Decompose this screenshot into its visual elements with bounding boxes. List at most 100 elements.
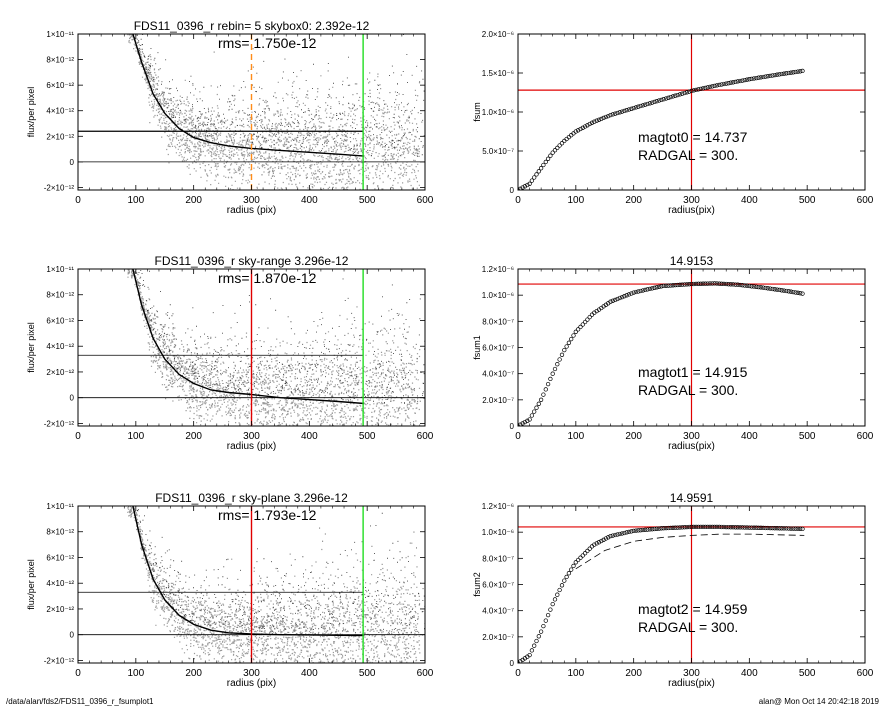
fsum-marker — [670, 283, 676, 288]
x-tick-label: 500 — [799, 668, 816, 679]
x-tick-label: 500 — [799, 431, 816, 442]
fsum-marker — [675, 525, 680, 530]
y-tick-label: -2×10⁻¹² — [44, 419, 75, 428]
fsum-marker — [728, 525, 733, 530]
fsum-marker — [522, 419, 528, 425]
fsum-marker — [601, 115, 606, 121]
scatter-points — [127, 506, 421, 663]
mag-annotation: magtot1 = 14.915 — [638, 364, 748, 380]
fsum-marker — [656, 284, 662, 289]
fsum-marker — [742, 77, 747, 83]
fsum-marker — [624, 108, 629, 113]
fsum-marker — [610, 298, 615, 303]
fsum-marker — [724, 81, 729, 86]
fsum-marker — [777, 287, 782, 293]
fsum-marker — [698, 281, 703, 286]
x-tick-label: 200 — [625, 195, 642, 206]
x-tick-label: 500 — [799, 195, 816, 206]
scatter-points — [127, 34, 421, 190]
panel-title: 14.9591 — [670, 491, 714, 505]
fsum-marker — [640, 527, 646, 533]
fsum-marker — [761, 74, 766, 80]
plot-area-right-2 — [518, 269, 865, 426]
fsum-marker — [603, 114, 609, 120]
fsum-marker — [564, 136, 569, 142]
fsum-marker — [684, 524, 690, 530]
panel-title: FDS11_0396_r rebin= 5 skybox0: 2.392e-12 — [134, 19, 370, 33]
fsum-marker — [758, 75, 764, 80]
x-tick-label: 0 — [515, 431, 521, 442]
fsum-marker — [548, 607, 553, 612]
fsum-marker — [527, 417, 532, 422]
y-tick-label: 6×10⁻¹² — [46, 81, 74, 90]
x-tick-label: 400 — [301, 668, 318, 679]
fsum-marker — [578, 324, 583, 330]
x-tick-label: 200 — [625, 668, 642, 679]
x-tick-label: 400 — [741, 431, 758, 442]
fsum-marker — [712, 281, 717, 286]
fsum-marker — [520, 185, 525, 190]
fsum-marker — [622, 108, 627, 114]
fsum-marker — [571, 563, 576, 569]
fsum-marker — [656, 526, 662, 531]
panel-left-2: 0 100 200 300 400 500 600 1×10⁻¹¹ 8×10⁻¹² 6×10⁻¹²… — [26, 254, 434, 452]
fsum-marker — [749, 525, 754, 530]
fsum-marker — [654, 526, 659, 531]
fsum-marker — [800, 291, 805, 296]
fsum-marker — [647, 527, 653, 532]
y-tick-label: 2.0×10⁻⁷ — [482, 396, 514, 405]
mag-annotation: RADGAL = 300. — [638, 619, 738, 635]
fsum-marker — [603, 536, 609, 541]
fsum-marker — [735, 282, 740, 287]
fsum-marker — [631, 290, 636, 295]
fsum-marker — [751, 284, 757, 289]
y-tick-label: 1×10⁻¹¹ — [46, 30, 74, 39]
fsum-marker — [770, 286, 775, 292]
x-tick-label: 600 — [417, 668, 434, 679]
fsum-marker — [640, 103, 646, 108]
plot-area-left-2 — [78, 269, 425, 426]
fsum-marker — [666, 525, 671, 531]
fsum-marker — [578, 126, 583, 132]
fsum-marker — [680, 282, 685, 287]
fsum-marker — [703, 281, 708, 286]
fsum-marker — [613, 111, 618, 116]
fsum-marker — [763, 525, 768, 531]
fsum-marker — [784, 526, 789, 531]
fsum-marker — [791, 70, 796, 75]
fsum-marker — [677, 282, 683, 287]
fsum-marker — [545, 156, 551, 161]
x-tick-label: 0 — [515, 668, 521, 679]
y-tick-label: 8×10⁻¹² — [46, 56, 74, 65]
fsum-marker — [693, 524, 699, 530]
y-tick-label: 0 — [510, 422, 515, 431]
fsum-marker — [707, 524, 713, 530]
fsum-marker — [615, 532, 620, 537]
fsum-marker — [589, 312, 595, 317]
fsum-marker — [552, 597, 558, 602]
x-tick-label: 200 — [185, 195, 202, 206]
fsum-marker — [608, 299, 613, 304]
fsum-marker — [707, 281, 713, 286]
fsum-marker — [751, 525, 757, 530]
fsum-marker — [608, 533, 613, 539]
fsum-marker — [661, 97, 666, 102]
fsum-marker — [659, 284, 664, 289]
fsum-marker — [693, 87, 699, 93]
fsum-marker — [629, 291, 634, 296]
fsum-marker — [758, 525, 764, 530]
fsum-marker — [696, 87, 701, 92]
fsum-marker — [525, 418, 530, 423]
fsum-marker — [673, 282, 678, 288]
x-tick-label: 100 — [567, 431, 584, 442]
fsum-marker — [580, 553, 585, 558]
fsum-marker — [749, 76, 754, 82]
fsum-marker — [650, 286, 655, 291]
fsum-marker — [624, 530, 629, 535]
fsum-marker — [619, 531, 625, 536]
fsum-marker — [585, 317, 590, 322]
fsum-marker — [673, 525, 678, 530]
x-tick-label: 500 — [359, 431, 376, 442]
fsum-marker — [765, 525, 770, 531]
